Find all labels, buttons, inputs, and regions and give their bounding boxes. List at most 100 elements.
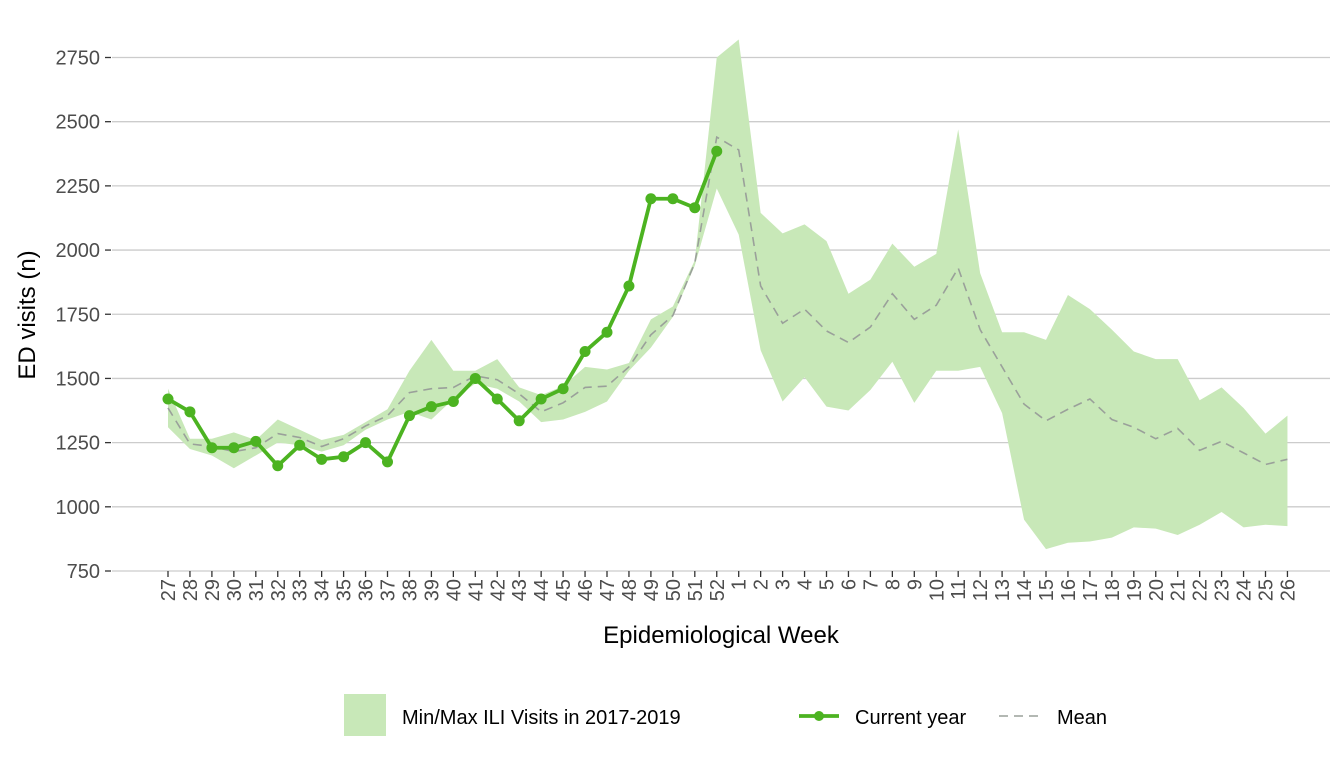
x-tick-label-25: 25 bbox=[1256, 579, 1278, 601]
legend-label-band: Min/Max ILI Visits in 2017-2019 bbox=[402, 707, 681, 729]
x-tick-label-47: 47 bbox=[597, 579, 619, 601]
x-tick-label-52: 52 bbox=[707, 579, 729, 601]
x-tick-label-40: 40 bbox=[443, 579, 465, 601]
current-year-point-31 bbox=[250, 435, 262, 447]
x-tick-label-15: 15 bbox=[1036, 579, 1058, 601]
current-year-point-46 bbox=[579, 345, 591, 357]
x-tick-label-43: 43 bbox=[509, 579, 531, 601]
current-year-point-29 bbox=[206, 442, 218, 454]
current-year-point-49 bbox=[645, 193, 657, 205]
current-year-point-32 bbox=[272, 460, 284, 472]
y-tick-label-1000: 1000 bbox=[56, 497, 101, 519]
current-year-series-line bbox=[167, 150, 719, 468]
current-year-point-47 bbox=[601, 326, 613, 338]
x-tick-label-27: 27 bbox=[158, 579, 180, 601]
x-tick-label-18: 18 bbox=[1102, 579, 1124, 601]
current-year-point-39 bbox=[425, 401, 437, 413]
current-year-point-41 bbox=[469, 372, 481, 384]
x-tick-label-7: 7 bbox=[860, 579, 882, 590]
current-year-point-33 bbox=[294, 439, 306, 451]
x-axis-title: Epidemiological Week bbox=[603, 622, 840, 649]
x-tick-label-13: 13 bbox=[992, 579, 1014, 601]
current-year-line bbox=[162, 145, 723, 472]
current-year-point-37 bbox=[382, 456, 393, 468]
mean-line bbox=[167, 135, 1288, 466]
current-year-point-44 bbox=[535, 393, 547, 405]
x-tick-label-51: 51 bbox=[685, 579, 707, 601]
x-tick-label-35: 35 bbox=[334, 579, 356, 601]
min-max-band bbox=[168, 39, 1288, 550]
x-tick-label-44: 44 bbox=[531, 579, 553, 601]
x-tick-label-33: 33 bbox=[290, 579, 312, 601]
x-tick-label-38: 38 bbox=[399, 579, 421, 601]
current-year-point-35 bbox=[338, 451, 350, 463]
current-year-point-38 bbox=[403, 410, 415, 422]
legend-label-mean: Mean bbox=[1057, 707, 1107, 729]
x-tick-label-49: 49 bbox=[641, 579, 663, 601]
y-tick-label-1500: 1500 bbox=[56, 368, 101, 390]
x-tick-label-8: 8 bbox=[882, 579, 904, 590]
x-tick-label-28: 28 bbox=[180, 579, 202, 601]
x-axis: 27 28 29 30 31 32 33 34 35 36 37 38 39 40 41 42 43 44 45 46… bbox=[158, 571, 1299, 601]
y-tick-label-1750: 1750 bbox=[56, 304, 101, 326]
x-tick-label-42: 42 bbox=[487, 579, 509, 601]
y-tick-label-750: 750 bbox=[67, 561, 100, 583]
x-tick-label-46: 46 bbox=[575, 579, 597, 601]
x-tick-label-24: 24 bbox=[1234, 579, 1256, 601]
x-tick-label-6: 6 bbox=[838, 579, 860, 590]
current-year-point-52 bbox=[711, 145, 723, 157]
x-tick-label-19: 19 bbox=[1124, 579, 1146, 601]
current-year-point-45 bbox=[557, 383, 569, 395]
y-tick-label-1250: 1250 bbox=[56, 433, 101, 455]
y-axis: 750 1000 1250 1500 1750 2000 2250 2500 2750 bbox=[56, 48, 111, 583]
current-year-point-34 bbox=[316, 453, 328, 465]
mean-series-line bbox=[167, 135, 1288, 466]
current-year-point-30 bbox=[228, 442, 240, 454]
min-max-band-area bbox=[168, 39, 1288, 550]
x-tick-label-3: 3 bbox=[773, 579, 795, 590]
y-tick-label-2750: 2750 bbox=[56, 48, 101, 70]
x-tick-label-4: 4 bbox=[795, 579, 817, 590]
x-tick-label-12: 12 bbox=[970, 579, 992, 601]
x-tick-label-36: 36 bbox=[356, 579, 378, 601]
x-tick-label-26: 26 bbox=[1277, 579, 1299, 601]
current-year-point-40 bbox=[447, 396, 459, 408]
x-tick-label-32: 32 bbox=[268, 579, 290, 601]
current-year-point-51 bbox=[689, 202, 701, 214]
x-tick-label-45: 45 bbox=[553, 579, 575, 601]
x-tick-label-10: 10 bbox=[926, 579, 948, 601]
x-tick-label-29: 29 bbox=[202, 579, 224, 601]
current-year-point-48 bbox=[623, 280, 635, 292]
x-tick-label-1: 1 bbox=[729, 579, 751, 590]
legend-key-band bbox=[344, 694, 386, 736]
y-tick-label-2000: 2000 bbox=[56, 240, 101, 262]
x-tick-label-11: 11 bbox=[948, 579, 970, 600]
current-year-point-50 bbox=[667, 193, 679, 205]
x-tick-label-14: 14 bbox=[1014, 579, 1036, 601]
x-tick-label-2: 2 bbox=[751, 579, 773, 590]
y-axis-title: ED visits (n) bbox=[14, 250, 41, 379]
x-tick-label-39: 39 bbox=[421, 579, 443, 601]
legend-key-current-year-dot bbox=[814, 711, 824, 721]
x-tick-label-37: 37 bbox=[378, 579, 400, 601]
y-tick-label-2500: 2500 bbox=[56, 112, 101, 134]
legend: Min/Max ILI Visits in 2017-2019 Current … bbox=[344, 694, 1107, 736]
x-tick-label-21: 21 bbox=[1168, 579, 1190, 601]
x-tick-label-48: 48 bbox=[619, 579, 641, 601]
y-tick-label-2250: 2250 bbox=[56, 176, 101, 198]
x-tick-label-34: 34 bbox=[312, 579, 334, 601]
x-tick-label-22: 22 bbox=[1190, 579, 1212, 601]
legend-label-current-year: Current year bbox=[855, 707, 966, 729]
current-year-point-42 bbox=[491, 393, 503, 405]
current-year-point-28 bbox=[184, 406, 196, 418]
current-year-point-27 bbox=[162, 393, 174, 405]
x-tick-label-16: 16 bbox=[1058, 579, 1080, 601]
x-tick-label-5: 5 bbox=[817, 579, 839, 590]
x-tick-label-9: 9 bbox=[904, 579, 926, 590]
x-tick-label-41: 41 bbox=[465, 579, 487, 601]
x-tick-label-20: 20 bbox=[1146, 579, 1168, 601]
x-tick-label-50: 50 bbox=[663, 579, 685, 601]
current-year-point-43 bbox=[513, 415, 525, 427]
x-tick-label-31: 31 bbox=[246, 579, 268, 601]
